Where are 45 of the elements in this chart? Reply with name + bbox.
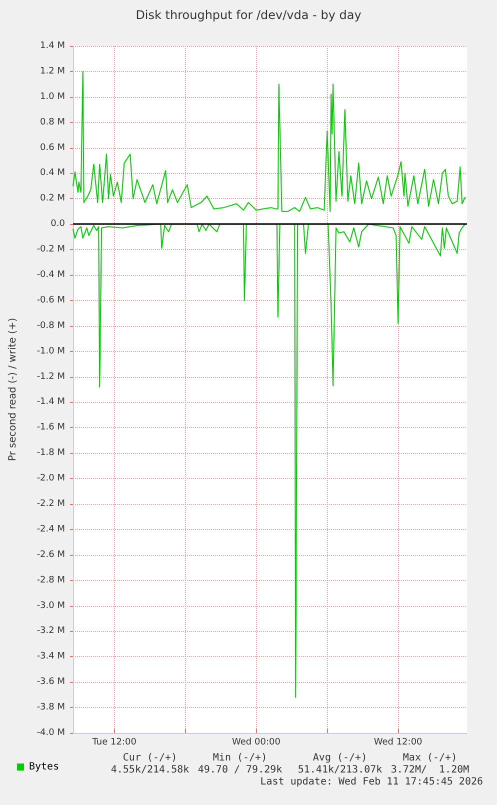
text: Cur (-/+) bbox=[122, 752, 178, 764]
y-tick-label: -0.2 M bbox=[36, 244, 65, 255]
y-tick-label: 1.2 M bbox=[40, 66, 65, 76]
y-tick-label: -0.8 M bbox=[36, 320, 65, 331]
text: Min (-/+) bbox=[212, 752, 268, 764]
text: 49.70 / 79.29k bbox=[198, 764, 282, 776]
y-tick-label: 0.4 M bbox=[40, 168, 65, 178]
line-series bbox=[72, 224, 466, 698]
y-tick-label: -2.4 M bbox=[36, 524, 65, 534]
text: Max (-/+) bbox=[402, 752, 458, 764]
text: 51.41k/213.07k bbox=[298, 764, 382, 776]
x-tick-label: Tue 12:00 bbox=[91, 738, 137, 748]
y-tick-label: -3.6 M bbox=[36, 677, 65, 688]
text: Last update: Wed Feb 11 17:45:45 2026 bbox=[260, 776, 484, 788]
text: 3.72M/ 1.20M bbox=[390, 764, 470, 776]
y-tick-label: -2.8 M bbox=[36, 575, 65, 586]
x-tick-label: Wed 00:00 bbox=[232, 738, 281, 748]
y-tick-label: -0.6 M bbox=[36, 295, 65, 306]
chart-title: Disk throughput for /dev/vda - by day bbox=[136, 8, 362, 22]
y-axis-title: Pr second read (-) / write (+) bbox=[8, 318, 18, 462]
y-tick-label: 0.0 bbox=[50, 219, 66, 230]
y-tick-label: -2.2 M bbox=[36, 499, 65, 509]
y-tick-label: 0.8 M bbox=[40, 117, 65, 128]
y-tick-label: -0.4 M bbox=[36, 270, 65, 280]
y-tick-label: -2.0 M bbox=[36, 474, 65, 484]
y-tick-label: -1.8 M bbox=[36, 448, 65, 458]
y-tick-label: -1.2 M bbox=[36, 372, 65, 382]
y-tick-label: -4.0 M bbox=[36, 728, 65, 738]
y-tick-label: 1.0 M bbox=[40, 92, 65, 102]
y-tick-label: -1.6 M bbox=[36, 422, 65, 433]
y-tick-label: 0.2 M bbox=[40, 194, 65, 204]
y-tick-label: -2.6 M bbox=[36, 550, 65, 560]
y-tick-label: 1.4 M bbox=[40, 41, 65, 51]
x-tick-label: Wed 12:00 bbox=[374, 738, 423, 748]
y-tick-label: -1.4 M bbox=[36, 397, 65, 408]
text: Avg (-/+) bbox=[312, 752, 368, 764]
text: 4.55k/214.58k bbox=[110, 764, 190, 776]
legend-label: Bytes bbox=[29, 762, 60, 772]
y-tick-label: -3.0 M bbox=[36, 600, 65, 611]
y-tick-label: -1.0 M bbox=[36, 346, 65, 356]
y-tick-label: -3.4 M bbox=[36, 652, 65, 662]
y-tick-label: 0.6 M bbox=[40, 142, 65, 153]
y-tick-label: -3.2 M bbox=[36, 626, 65, 636]
y-tick-label: -3.8 M bbox=[36, 702, 65, 713]
line-series bbox=[72, 70, 466, 212]
